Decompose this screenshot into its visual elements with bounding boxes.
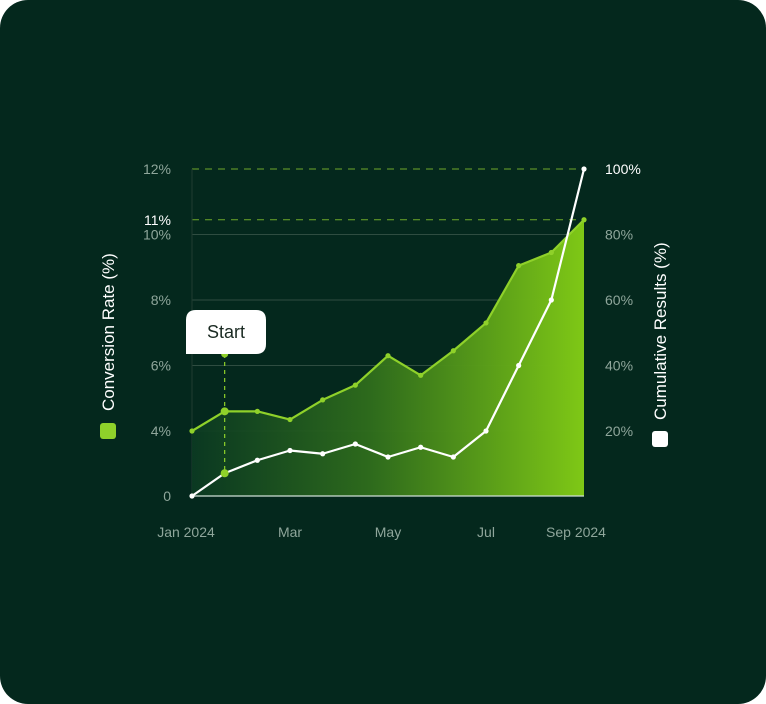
conversion-point xyxy=(385,353,391,359)
right-tick-label: 100% xyxy=(605,161,641,177)
x-tick-label: Jan 2024 xyxy=(157,524,215,540)
conversion-point xyxy=(220,407,229,416)
start-label: Start xyxy=(207,322,245,342)
conversion-point xyxy=(581,217,587,223)
cumulative-point xyxy=(516,362,522,369)
right-tick-label: 40% xyxy=(605,358,633,374)
right-axis-title-group: Cumulative Results (%) xyxy=(651,242,670,420)
reference-label: 11% xyxy=(144,212,171,228)
conversion-point xyxy=(450,348,456,354)
cumulative-point xyxy=(320,451,326,457)
conversion-point xyxy=(189,428,195,434)
conversion-point xyxy=(516,263,522,269)
conversion-point xyxy=(548,249,554,256)
left-axis-title: Conversion Rate (%) xyxy=(99,253,118,411)
cumulative-point xyxy=(254,457,260,463)
right-tick-label: 20% xyxy=(605,423,633,439)
cumulative-point xyxy=(581,166,587,172)
cumulative-point xyxy=(189,493,195,499)
cumulative-point xyxy=(287,447,293,454)
conversion-point xyxy=(483,320,489,326)
cumulative-point xyxy=(483,428,489,434)
cumulative-point xyxy=(385,454,391,460)
start-tag-bubble xyxy=(186,310,266,354)
conversion-point xyxy=(320,397,326,403)
x-tick-label: May xyxy=(375,524,401,540)
right-tick-label: 80% xyxy=(605,227,633,243)
right-axis-title: Cumulative Results (%) xyxy=(651,242,670,420)
right-tick-label: 60% xyxy=(605,292,633,308)
cumulative-point xyxy=(548,297,554,303)
left-tick-label: 10% xyxy=(143,227,171,243)
left-tick-label: 0 xyxy=(163,488,171,504)
conversion-point xyxy=(287,416,293,423)
cumulative-point xyxy=(220,469,229,478)
conversion-point xyxy=(352,382,358,388)
left-tick-label: 12% xyxy=(143,161,171,177)
left-tick-label: 4% xyxy=(151,423,171,439)
cumulative-point xyxy=(352,441,358,447)
x-tick-label: Jul xyxy=(477,524,495,540)
conversion-legend-swatch xyxy=(100,423,116,439)
start-tag: Start xyxy=(186,310,266,354)
cumulative-legend-swatch xyxy=(652,431,668,447)
left-axis-title-group: Conversion Rate (%) xyxy=(99,253,118,411)
conversion-point xyxy=(418,372,424,378)
cumulative-point xyxy=(418,444,424,450)
x-tick-label: Sep 2024 xyxy=(546,524,606,540)
left-tick-label: 6% xyxy=(151,358,171,374)
x-tick-label: Mar xyxy=(278,524,302,540)
conversion-point xyxy=(254,408,260,414)
left-tick-label: 8% xyxy=(151,292,171,308)
cumulative-point xyxy=(450,454,456,460)
